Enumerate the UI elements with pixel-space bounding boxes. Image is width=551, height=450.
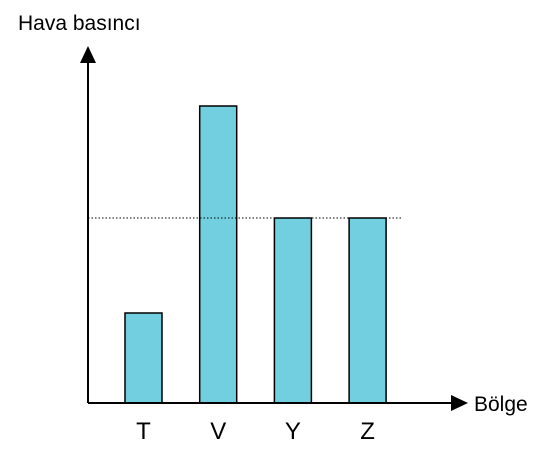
x-axis-arrow (451, 395, 468, 411)
bar (198, 105, 238, 404)
x-tick-label: Z (360, 418, 375, 445)
y-axis-arrow (80, 46, 96, 63)
y-axis-label: Hava basıncı (18, 12, 141, 35)
bar (348, 217, 387, 404)
bar (273, 217, 313, 404)
x-axis-label: Bölge (474, 393, 528, 416)
x-tick-label: V (210, 418, 226, 445)
bar (124, 312, 163, 404)
x-tick-label: Y (285, 418, 301, 445)
x-tick-label: T (136, 418, 151, 445)
